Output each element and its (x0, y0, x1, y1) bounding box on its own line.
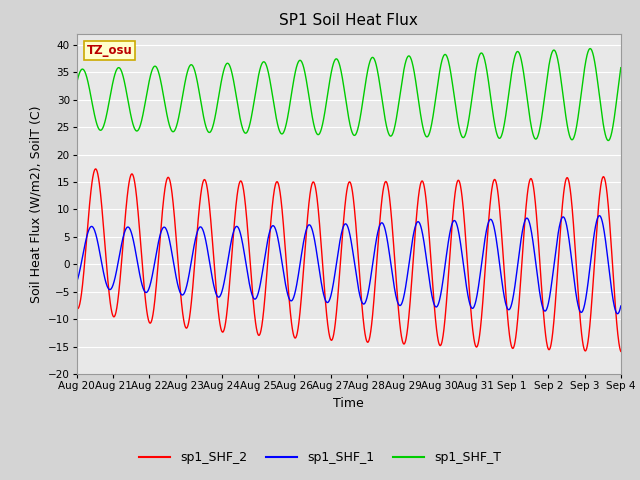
sp1_SHF_T (601, 131, 609, 136)
sp1_SHF_1 (617, 303, 625, 309)
Text: TZ_osu: TZ_osu (86, 44, 132, 57)
sp1_SHF_1 (73, 279, 81, 285)
sp1_SHF_1 (595, 213, 603, 218)
sp1_SHF_1 (501, 299, 509, 304)
sp1_SHF_2 (92, 166, 99, 172)
sp1_SHF_1 (323, 300, 331, 305)
sp1_SHF_2 (601, 177, 609, 183)
Title: SP1 Soil Heat Flux: SP1 Soil Heat Flux (280, 13, 418, 28)
sp1_SHF_1 (614, 311, 621, 317)
sp1_SHF_2 (502, 286, 509, 291)
sp1_SHF_2 (617, 348, 625, 354)
sp1_SHF_1 (601, 234, 609, 240)
sp1_SHF_2 (602, 179, 609, 184)
Line: sp1_SHF_T: sp1_SHF_T (77, 48, 621, 141)
sp1_SHF_2 (101, 241, 109, 247)
sp1_SHF_T (323, 96, 331, 102)
sp1_SHF_1 (602, 236, 609, 242)
sp1_SHF_T (602, 132, 609, 137)
Line: sp1_SHF_2: sp1_SHF_2 (77, 169, 621, 351)
sp1_SHF_T (586, 46, 594, 51)
sp1_SHF_T (617, 65, 625, 71)
sp1_SHF_T (73, 80, 81, 85)
sp1_SHF_T (501, 116, 509, 122)
sp1_SHF_T (604, 138, 612, 144)
sp1_SHF_1 (337, 231, 345, 237)
sp1_SHF_2 (323, 317, 331, 323)
Y-axis label: Soil Heat Flux (W/m2), SoilT (C): Soil Heat Flux (W/m2), SoilT (C) (29, 105, 42, 303)
sp1_SHF_1 (100, 275, 108, 280)
sp1_SHF_T (100, 120, 108, 126)
sp1_SHF_2 (73, 305, 81, 311)
X-axis label: Time: Time (333, 397, 364, 410)
Line: sp1_SHF_1: sp1_SHF_1 (77, 216, 621, 314)
sp1_SHF_T (337, 70, 345, 75)
Legend: sp1_SHF_2, sp1_SHF_1, sp1_SHF_T: sp1_SHF_2, sp1_SHF_1, sp1_SHF_T (134, 446, 506, 469)
sp1_SHF_2 (338, 243, 346, 249)
